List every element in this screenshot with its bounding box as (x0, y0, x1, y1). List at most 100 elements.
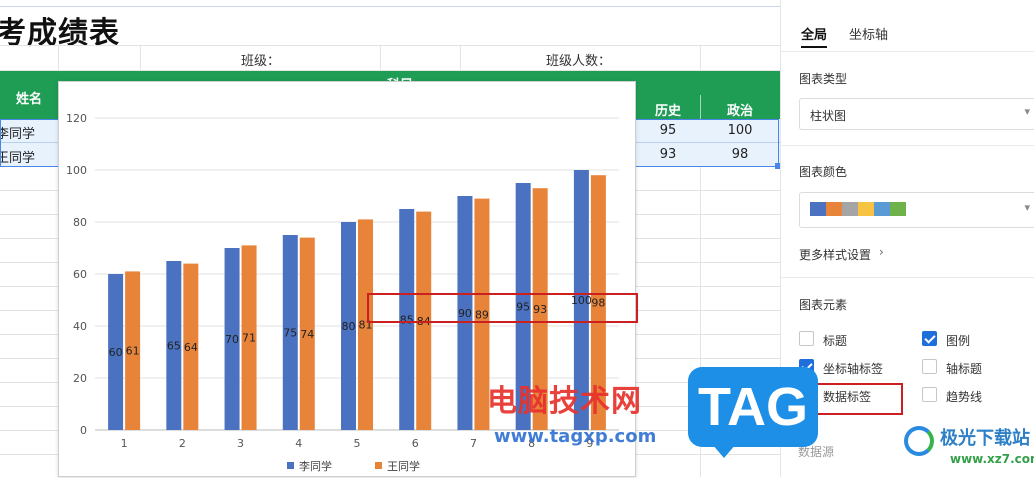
checkbox-title[interactable] (799, 331, 814, 346)
x-tick-label: 9 (586, 437, 593, 450)
bar (166, 261, 182, 430)
bar (341, 222, 356, 430)
color-swatch (890, 202, 906, 216)
data-label: 75 (283, 327, 297, 340)
selection-handle[interactable] (775, 163, 780, 169)
bar (299, 237, 315, 430)
bar (532, 188, 548, 430)
data-label: 70 (225, 333, 239, 346)
watermark-url: www.tagxp.com (494, 426, 657, 447)
divider (781, 145, 1034, 146)
color-swatch (842, 202, 858, 216)
data-label: 80 (342, 320, 356, 333)
bar (474, 198, 490, 430)
watermark-site-name: 电脑技术网 (487, 384, 642, 419)
checkbox-legend[interactable] (922, 331, 937, 346)
bar (573, 170, 589, 430)
data-label: 71 (242, 332, 256, 345)
chart-elements-label: 图表元素 (799, 298, 848, 312)
data-label: 95 (516, 301, 530, 314)
checkbox-trendline-label: 趋势线 (946, 390, 983, 404)
y-tick-label: 0 (80, 424, 87, 437)
highlight-data-labels-on-chart (367, 293, 638, 323)
chevron-down-icon: ▾ (1024, 105, 1030, 118)
y-tick-label: 120 (66, 112, 87, 125)
header-politics: 政治 (726, 104, 753, 119)
y-tick-label: 100 (66, 164, 87, 177)
data-label: 61 (126, 345, 140, 358)
data-label: 60 (109, 346, 123, 359)
watermark-tag-tail (712, 444, 736, 458)
chart-type-select[interactable]: 柱状图 ▾ (799, 98, 1034, 130)
more-style-link[interactable]: 更多样式设置 (799, 248, 872, 262)
checkbox-legend-label: 图例 (946, 334, 971, 348)
header-history: 历史 (654, 104, 681, 119)
checkbox-axis-title-label: 轴标题 (946, 362, 983, 376)
y-tick-label: 40 (73, 320, 87, 333)
header-name: 姓名 (15, 92, 42, 107)
chart-color-select[interactable]: ▾ (799, 192, 1034, 228)
grid-line (700, 45, 701, 477)
chart-settings-panel: 全局 坐标轴 图表类型 柱状图 ▾ 图表颜色 ▾ 更多样式设置 › 图表元素 标… (780, 0, 1034, 477)
grid-line (0, 70, 780, 71)
tab-global[interactable]: 全局 (801, 28, 828, 43)
x-tick-label: 2 (179, 437, 186, 450)
data-label: 74 (300, 328, 314, 341)
x-tick-label: 8 (528, 437, 535, 450)
bar (416, 211, 432, 430)
bar (515, 183, 531, 430)
bar (358, 219, 373, 430)
color-swatch (874, 202, 890, 216)
bar (125, 271, 141, 430)
chart-type-value: 柱状图 (810, 109, 847, 123)
data-label: 64 (184, 341, 198, 354)
bar (108, 274, 124, 430)
data-label: 100 (571, 294, 592, 307)
x-tick-label: 3 (237, 437, 244, 450)
x-tick-label: 7 (470, 437, 477, 450)
bar (457, 196, 473, 430)
tab-axis[interactable]: 坐标轴 (849, 28, 889, 43)
y-tick-label: 60 (73, 268, 87, 281)
bar (241, 245, 257, 430)
bar (590, 175, 606, 430)
bar (224, 248, 240, 430)
legend-swatch (375, 462, 382, 469)
x-tick-label: 6 (412, 437, 419, 450)
data-source-label[interactable]: 数据源 (798, 445, 835, 459)
data-label: 93 (533, 303, 547, 316)
x-tick-label: 5 (354, 437, 361, 450)
sheet-top-border (0, 6, 780, 7)
chevron-right-icon: › (879, 245, 884, 259)
cell-name[interactable]: 王同学 (0, 151, 36, 166)
data-label: 65 (167, 340, 181, 353)
tab-indicator (801, 46, 827, 48)
cell-politics[interactable]: 100 (727, 123, 753, 138)
checkbox-axis-title[interactable] (922, 359, 937, 374)
legend-label: 王同学 (387, 459, 420, 473)
bar (399, 209, 415, 430)
watermark-brand: 极光下载站 (940, 428, 1030, 449)
watermark-brand-url: www.xz7.com (950, 452, 1034, 466)
watermark-tag-logo: TAG (688, 367, 818, 447)
color-swatch (826, 202, 842, 216)
cell-name[interactable]: 李同学 (0, 127, 36, 142)
x-tick-label: 1 (121, 437, 128, 450)
cell-history[interactable]: 93 (659, 147, 677, 162)
cell-politics[interactable]: 98 (731, 147, 749, 162)
watermark-brand-icon (904, 426, 934, 456)
data-label: 89 (475, 308, 489, 321)
checkbox-data-labels-label: 数据标签 (823, 390, 872, 404)
chart-color-label: 图表颜色 (799, 165, 848, 179)
bar (183, 263, 199, 430)
checkbox-trendline[interactable] (922, 387, 937, 402)
y-tick-label: 80 (73, 216, 87, 229)
divider (781, 51, 1034, 52)
class-label: 班级： (241, 54, 281, 69)
chart-type-label: 图表类型 (799, 72, 848, 86)
cell-history[interactable]: 95 (659, 123, 677, 138)
bar-chart[interactable]: 0 20 40 60 80 100 120 1 60 61 2 65 64 3 70 71 4 75 74 5 80 81… (58, 81, 636, 477)
checkbox-axis-labels-label: 坐标轴标签 (823, 362, 884, 376)
data-label: 85 (400, 314, 414, 327)
